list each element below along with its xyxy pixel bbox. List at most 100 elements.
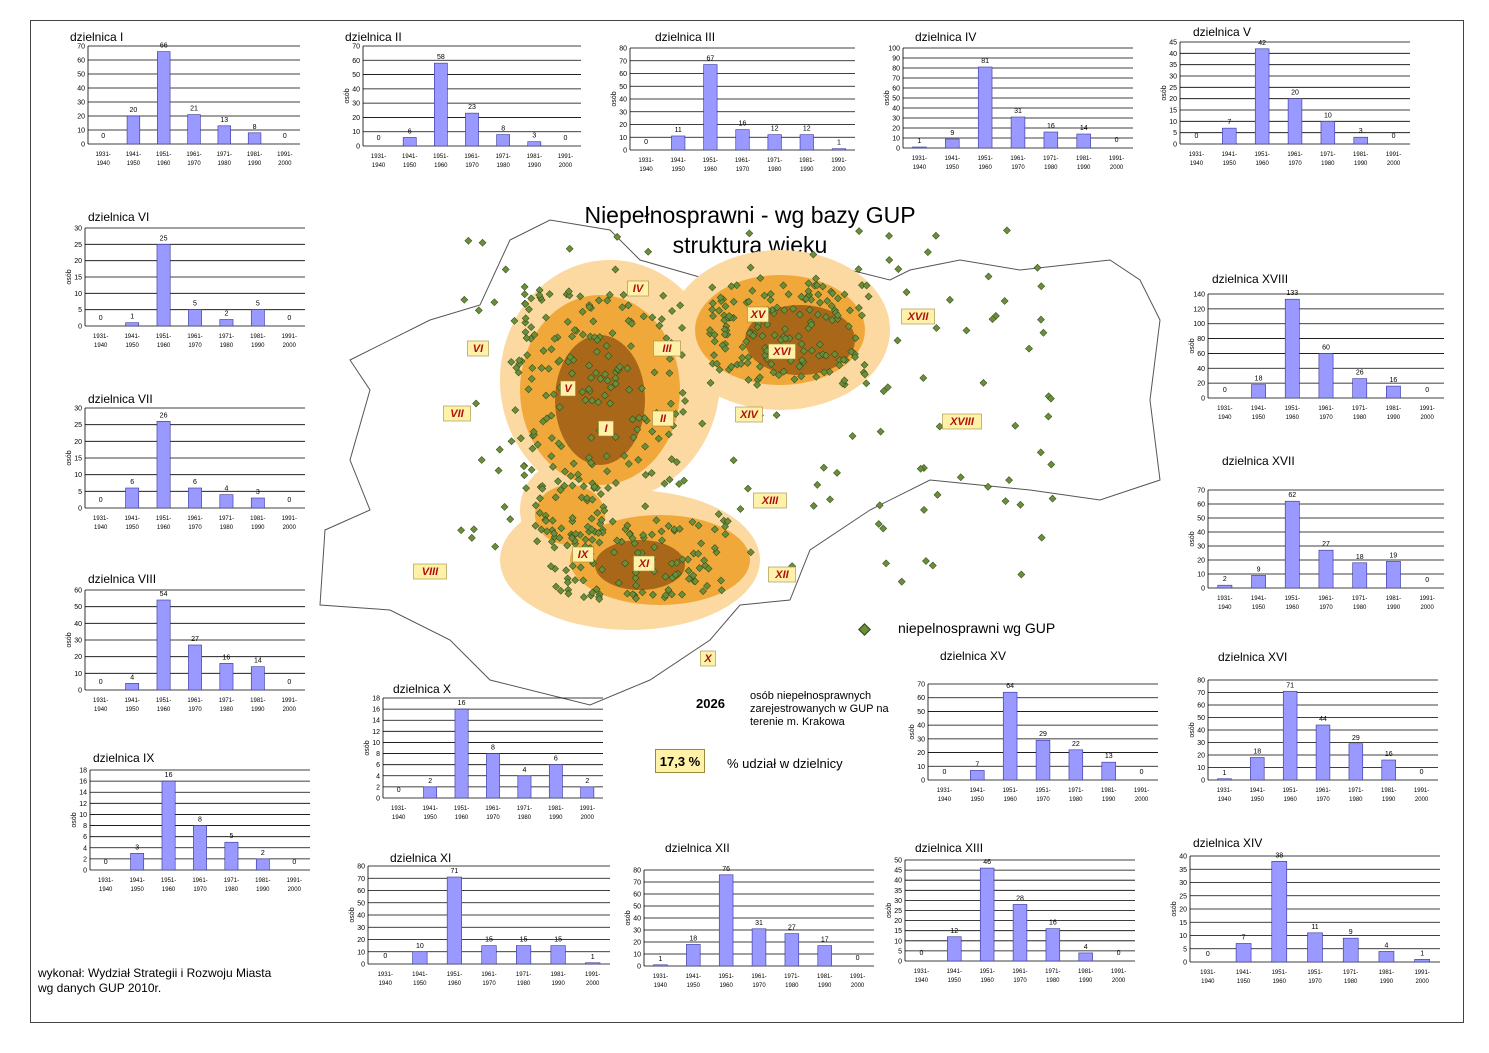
dzielnica-vii-data-label: 6 xyxy=(130,479,134,486)
map-point xyxy=(708,305,717,314)
dzielnica-xi-bar xyxy=(446,876,462,965)
dzielnica-vi-data-label: 5 xyxy=(256,301,260,308)
dzielnica-xvi-category-label: 1971- xyxy=(1348,788,1363,794)
dzielnica-xvii-category-label: 1961- xyxy=(1318,596,1333,602)
map-point xyxy=(723,517,732,526)
dzielnica-xvi-data-label: 0 xyxy=(1420,769,1424,776)
dzielnica-xi-ytick: 20 xyxy=(357,937,365,944)
map-point xyxy=(648,313,657,322)
dzielnica-xvii-data-label: 62 xyxy=(1288,492,1296,499)
map-point xyxy=(822,351,830,360)
dzielnica-v-data-label: 7 xyxy=(1227,119,1231,126)
dzielnica-ix-ytick: 14 xyxy=(79,790,87,797)
dzielnica-ii-category-label: 1990 xyxy=(528,163,542,169)
dzielnica-xviii-ytick: 100 xyxy=(1193,321,1205,328)
map-point xyxy=(864,292,873,301)
map-point xyxy=(862,379,871,388)
map-point xyxy=(758,332,767,340)
map-point xyxy=(571,529,580,538)
dzielnica-v-category-label: 1960 xyxy=(1255,161,1269,167)
map-point xyxy=(713,359,721,368)
dzielnica-i-data-label: 8 xyxy=(253,124,257,131)
map-point xyxy=(603,376,612,385)
dzielnica-xii-category-label: 1951- xyxy=(718,974,733,980)
dzielnica-xv-data-label: 29 xyxy=(1039,731,1047,738)
map-point xyxy=(593,347,601,356)
dzielnica-xv-data-label: 0 xyxy=(1140,769,1144,776)
dzielnica-vii-data-label: 3 xyxy=(256,489,260,496)
dzielnica-i-category-label: 1951- xyxy=(156,152,171,158)
dzielnica-vii-bar xyxy=(250,497,265,509)
dzielnica-xvii-data-label: 27 xyxy=(1322,541,1330,548)
map-point xyxy=(748,286,757,295)
dzielnica-i-bar xyxy=(157,51,171,145)
map-point xyxy=(521,328,530,336)
dzielnica-iii-category-label: 1940 xyxy=(639,167,653,173)
map-point xyxy=(784,290,793,299)
footer: wykonał: Wydział Strategii i Rozwoju Mia… xyxy=(38,966,271,996)
dzielnica-iv-data-label: 9 xyxy=(950,130,954,137)
dzielnica-iii-ytick: 50 xyxy=(619,84,627,91)
dzielnica-x-category-label: 1990 xyxy=(549,815,563,821)
dzielnica-iv-category-label: 1971- xyxy=(1043,156,1058,162)
dzielnica-xv-bar xyxy=(970,770,985,781)
map-point xyxy=(698,419,707,428)
map-point xyxy=(1033,263,1042,272)
map-point xyxy=(641,502,650,511)
map-point xyxy=(935,422,944,431)
map-point xyxy=(742,337,751,346)
footer-line-2: wg danych GUP 2010r. xyxy=(38,981,162,995)
dzielnica-iii-ytick: 40 xyxy=(619,97,627,104)
map-point xyxy=(521,300,530,308)
dzielnica-iii-category-label: 1991- xyxy=(831,158,846,164)
dzielnica-iv-ytick: 30 xyxy=(892,116,900,123)
district-label-box xyxy=(753,492,787,509)
dzielnica-xvi-bar xyxy=(1217,778,1232,781)
dzielnica-iii-ytick: 60 xyxy=(619,71,627,78)
map-point xyxy=(732,281,741,290)
map-point xyxy=(563,578,572,587)
map-point xyxy=(542,313,550,322)
dzielnica-iii-title: dzielnica III xyxy=(655,30,716,44)
dzielnica-xvi-category-label: 1950 xyxy=(1251,797,1265,803)
map-point xyxy=(727,362,736,371)
map-point xyxy=(605,290,614,299)
dzielnica-xvi-category-label: 1980 xyxy=(1349,797,1363,803)
map-point xyxy=(984,482,992,491)
dzielnica-x-data-label: 2 xyxy=(585,778,589,785)
dzielnica-xiv-ytick: 30 xyxy=(1179,880,1187,887)
map-point xyxy=(809,502,818,510)
dzielnica-xii-bar xyxy=(653,964,668,967)
dzielnica-xiv-svg: 0 5 10 15 20 25 30 35 40 osób 0 1931- 1940 7 1941- 1950… xyxy=(1171,852,1440,985)
dzielnica-ii-ytick: 40 xyxy=(352,86,360,93)
district-label: XII xyxy=(774,569,789,581)
map-point xyxy=(637,384,646,393)
map-point xyxy=(648,530,656,539)
dzielnica-vi-ytick: 30 xyxy=(74,226,82,233)
dzielnica-xi-category-label: 1941- xyxy=(412,972,427,978)
dzielnica-xi-data-label: 15 xyxy=(554,937,562,944)
dzielnica-v-category-label: 1961- xyxy=(1287,152,1302,158)
dzielnica-xvi-category-label: 1961- xyxy=(1315,788,1330,794)
dzielnica-ii-category-label: 1991- xyxy=(558,154,573,160)
dzielnica-iii-category-label: 1981- xyxy=(799,158,814,164)
map-point xyxy=(1037,533,1046,542)
dzielnica-xv-ytick: 60 xyxy=(917,695,925,702)
map-point xyxy=(664,586,673,594)
dzielnica-i-ytick: 0 xyxy=(81,142,85,149)
dzielnica-xviii-category-label: 1981- xyxy=(1386,406,1401,412)
map-point xyxy=(708,359,717,368)
dzielnica-vi-category-label: 1981- xyxy=(250,334,265,340)
map-point xyxy=(541,517,550,525)
map-point xyxy=(766,290,775,298)
dzielnica-ix-bar xyxy=(224,841,239,871)
map-point xyxy=(667,399,675,408)
map-point xyxy=(814,290,823,299)
dzielnica-xviii-ytick: 80 xyxy=(1197,336,1205,343)
dzielnica-xiv-category-label: 1940 xyxy=(1201,979,1215,985)
map-point xyxy=(807,295,816,304)
map-point xyxy=(588,495,597,504)
map-point xyxy=(710,351,718,360)
dzielnica-xiv-category-label: 2000 xyxy=(1415,979,1429,985)
dzielnica-xiii-category-label: 1970 xyxy=(1013,978,1027,984)
